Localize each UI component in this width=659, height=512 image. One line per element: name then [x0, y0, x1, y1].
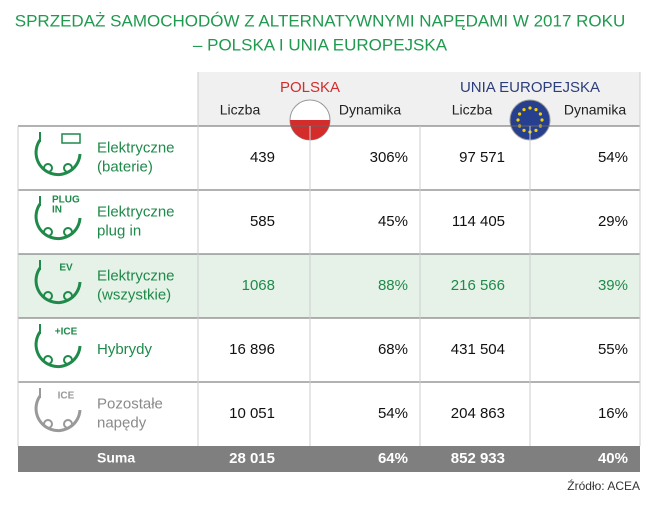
- icon: [63, 163, 73, 173]
- flag-star: [534, 108, 538, 112]
- row-label: plug in: [97, 222, 141, 239]
- row-label: Hybrydy: [97, 341, 153, 358]
- icon: [63, 355, 73, 365]
- total-cell: 28 015: [229, 450, 275, 467]
- total-cell: 852 933: [451, 450, 505, 467]
- icon: [43, 291, 53, 301]
- row-highlight: [18, 254, 640, 318]
- flag-star: [538, 112, 542, 116]
- row-label: Elektryczne: [97, 203, 175, 220]
- cell: 55%: [598, 341, 628, 358]
- cell: 306%: [370, 149, 408, 166]
- row-label: napędy: [97, 414, 147, 431]
- group-header: POLSKA: [280, 79, 340, 96]
- row-label: Pozostałe: [97, 395, 163, 412]
- group-header: UNIA EUROPEJSKA: [460, 79, 600, 96]
- cell: 39%: [598, 277, 628, 294]
- total-cell: 64%: [378, 450, 408, 467]
- cell: 68%: [378, 341, 408, 358]
- icon: [34, 395, 82, 433]
- row-label: (baterie): [97, 158, 153, 175]
- icon: [43, 163, 53, 173]
- cell: 431 504: [451, 341, 505, 358]
- cell: 216 566: [451, 277, 505, 294]
- icon-text: IN: [52, 205, 62, 216]
- column-header: Liczba: [452, 102, 493, 118]
- total-label: Suma: [97, 450, 135, 466]
- flag-star: [522, 128, 526, 132]
- icon: [63, 291, 73, 301]
- cell: 10 051: [229, 405, 275, 422]
- icon: [34, 203, 82, 241]
- cell: 54%: [378, 405, 408, 422]
- cell: 1068: [242, 277, 275, 294]
- cell: 439: [250, 149, 275, 166]
- cell: 88%: [378, 277, 408, 294]
- cell: 114 405: [452, 213, 505, 230]
- icon: [63, 227, 73, 237]
- total-cell: 40%: [598, 450, 628, 467]
- column-header: Liczba: [220, 102, 261, 118]
- icon-text: EV: [59, 263, 73, 274]
- flag-star: [534, 128, 538, 132]
- cell: 29%: [598, 213, 628, 230]
- title: SPRZEDAŻ SAMOCHODÓW Z ALTERNATYWNYMI NAP…: [15, 11, 626, 30]
- icon: [63, 419, 73, 429]
- icon: [43, 419, 53, 429]
- row-label: Elektryczne: [97, 139, 175, 156]
- icon-text: ICE: [58, 391, 75, 402]
- cell: 97 571: [459, 149, 505, 166]
- cell: 16%: [598, 405, 628, 422]
- cell: 45%: [378, 213, 408, 230]
- icon: [43, 227, 53, 237]
- column-header: Dynamika: [564, 102, 626, 118]
- flag-star: [516, 118, 520, 122]
- icon-text: PLUG: [52, 195, 80, 206]
- icon-text: +ICE: [55, 327, 78, 338]
- cell: 204 863: [451, 405, 505, 422]
- icon: [34, 267, 82, 305]
- row-label: (wszystkie): [97, 286, 171, 303]
- total-row: [18, 446, 640, 472]
- cell: 585: [250, 213, 275, 230]
- icon: [61, 133, 81, 144]
- icon: [43, 355, 53, 365]
- column-header: Dynamika: [339, 102, 401, 118]
- row-label: Elektryczne: [97, 267, 175, 284]
- flag-star: [540, 118, 544, 122]
- title: – POLSKA I UNIA EUROPEJSKA: [193, 35, 448, 54]
- icon: [34, 331, 82, 369]
- flag-star: [528, 106, 532, 110]
- cell: 16 896: [229, 341, 275, 358]
- icon: [34, 139, 82, 177]
- source: Źródło: ACEA: [567, 478, 640, 493]
- cell: 54%: [598, 149, 628, 166]
- header-bg: [198, 72, 640, 126]
- flag-star: [522, 108, 526, 112]
- flag-star: [518, 112, 522, 116]
